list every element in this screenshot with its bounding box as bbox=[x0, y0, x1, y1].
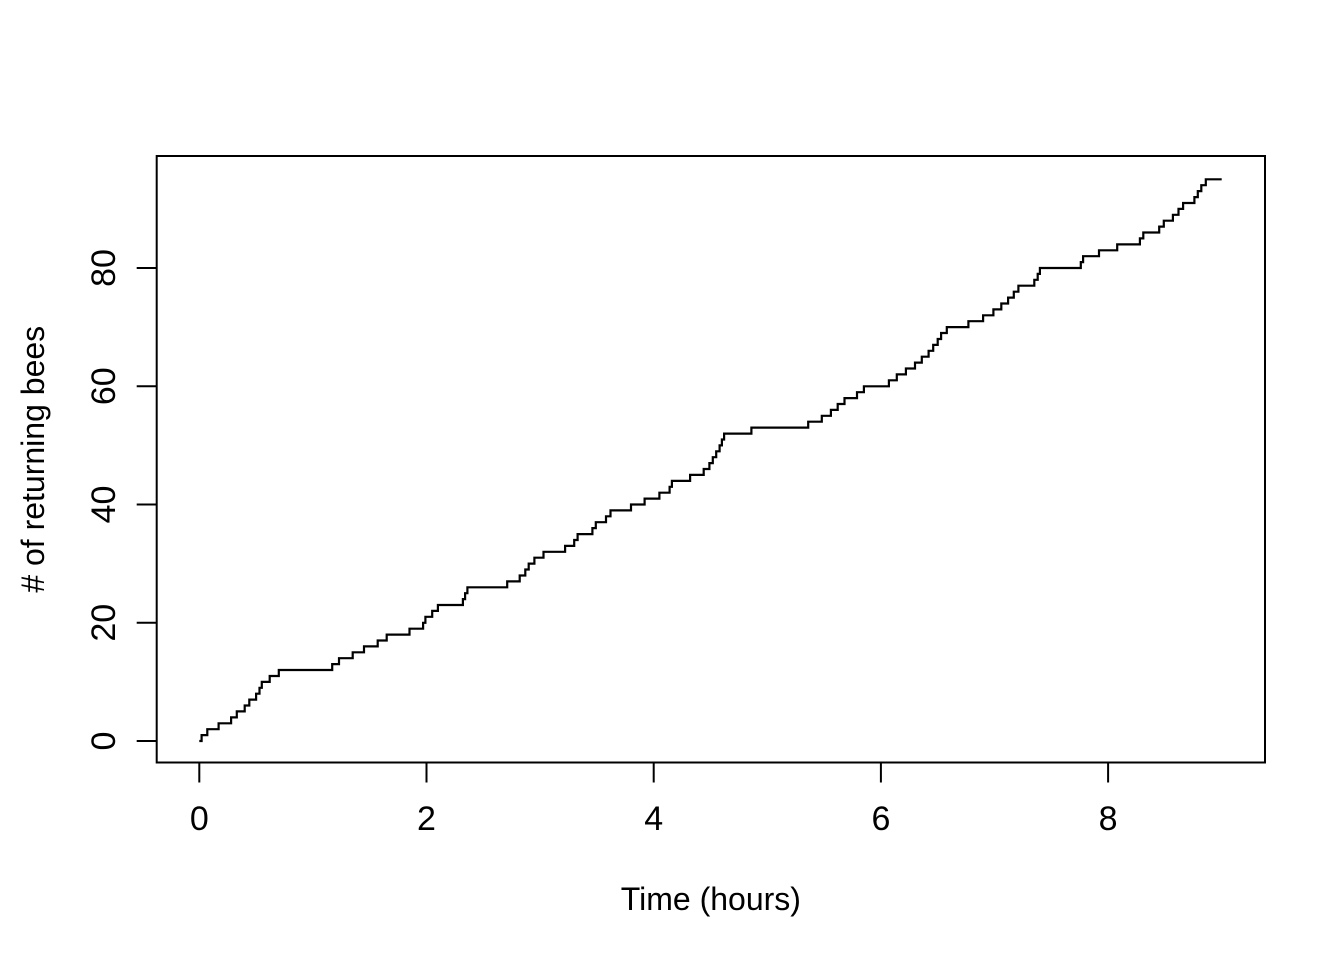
cumulative-step-line bbox=[199, 178, 1222, 743]
x-tick-label-0: 0 bbox=[190, 800, 209, 838]
y-tick-label-0: 0 bbox=[85, 732, 123, 751]
x-tick-label-2: 4 bbox=[644, 800, 663, 838]
x-tick-label-1: 2 bbox=[417, 800, 436, 838]
x-axis-title: Time (hours) bbox=[621, 881, 801, 917]
x-tick-label-4: 8 bbox=[1099, 800, 1118, 838]
plot-box bbox=[155, 155, 1267, 764]
y-axis-title: # of returning bees bbox=[15, 326, 51, 593]
x-tick-label-3: 6 bbox=[871, 800, 890, 838]
y-tick-label-1: 20 bbox=[85, 604, 123, 642]
y-tick-label-3: 60 bbox=[85, 367, 123, 405]
y-tick-label-2: 40 bbox=[85, 486, 123, 524]
y-tick-label-4: 80 bbox=[85, 249, 123, 287]
